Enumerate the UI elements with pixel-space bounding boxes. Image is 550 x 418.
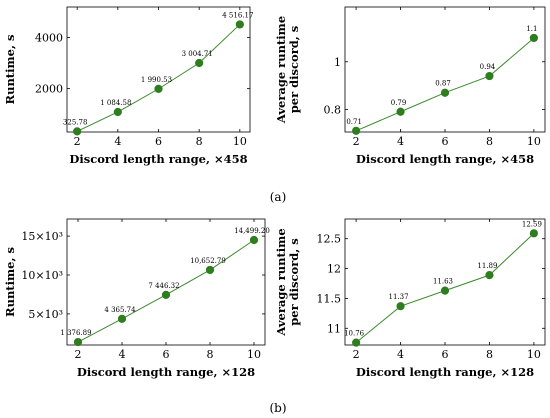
caption-a: (a): [270, 190, 287, 204]
chart3-xlabel: Discord length range, ×128: [77, 365, 255, 379]
chart1-point: [195, 58, 204, 68]
chart1-point: [235, 20, 244, 29]
chart4-ytick-label: 11.5: [317, 292, 342, 305]
chart2-xtick-label: 2: [353, 135, 360, 148]
chart2-data-label: 0.71: [346, 118, 362, 126]
chart3-xtick-label: 6: [163, 348, 170, 361]
chart2-ytick-label: 1: [334, 56, 341, 69]
chart1-xlabel: Discord length range, ×458: [69, 152, 247, 166]
chart4-data-label: 10.76: [344, 330, 365, 338]
chart3-point: [161, 290, 171, 299]
caption-b: (b): [269, 401, 286, 415]
chart4-xtick-label: 4: [397, 348, 404, 361]
chart2-point: [485, 71, 494, 81]
chart2-data-label: 1.1: [526, 25, 537, 33]
chart2-point: [352, 126, 361, 135]
chart3-xtick-label: 10: [247, 348, 261, 361]
chart2-xtick-label: 8: [486, 135, 493, 148]
chart4-xlabel: Discord length range, ×128: [356, 365, 534, 379]
chart3-xtick-label: 2: [75, 348, 82, 361]
chart3-xtick-label: 8: [207, 348, 214, 361]
chart3-point: [205, 265, 215, 275]
chart3-ylabel: Runtime, s: [3, 247, 17, 317]
chart3-point: [249, 235, 259, 245]
chart4-data-label: 11.89: [477, 262, 497, 270]
chart4-ylabel: per discord, s: [287, 238, 301, 326]
chart4-point: [485, 271, 494, 280]
chart1-xtick-label: 2: [74, 135, 81, 148]
chart1-xtick-label: 8: [196, 135, 203, 148]
chart1-point: [73, 127, 82, 136]
chart4-ytick-label: 12: [327, 263, 341, 276]
chart2-data-label: 0.94: [480, 63, 496, 71]
chart1-data-label: 4 516.17: [222, 11, 253, 19]
chart2-ylabel: per discord, s: [287, 26, 301, 114]
chart1-xtick-label: 4: [114, 135, 121, 148]
chart3-group: 2 4 6 8 10 5×10³ 10×10³ 15×10³ Discord length ra…: [3, 218, 270, 379]
chart2-group: 2 4 6 8 10 0.8 1 Discord length range, ×458 Aver…: [274, 6, 546, 166]
chart1-ytick-label: 2000: [35, 83, 63, 96]
chart3-data-label: 1 376.89: [60, 329, 91, 337]
chart2-data-label: 0.87: [435, 80, 451, 88]
chart3-data-label: 14,499.20: [234, 227, 270, 235]
chart4-point: [440, 286, 450, 295]
chart4-ytick-label: 11: [327, 322, 341, 335]
chart2-point: [529, 33, 538, 43]
chart4-xtick-label: 6: [442, 348, 449, 361]
chart4-xtick-label: 8: [486, 348, 493, 361]
chart3-point: [117, 314, 127, 323]
chart1-point: [113, 107, 122, 117]
chart1-frame: [66, 6, 251, 133]
chart2-xtick-label: 6: [442, 135, 449, 148]
chart1-data-label: 3 004.71: [182, 50, 213, 58]
chart1-group: 2 4 6 8 10 2000 4000 Discord length range, ×458…: [3, 6, 253, 166]
chart2-point: [440, 88, 450, 97]
chart2-xtick-label: 10: [527, 135, 541, 148]
chart3-point: [73, 337, 83, 347]
chart1-data-label: 1 990.53: [141, 76, 172, 84]
chart2-ylabel: Average runtime: [274, 16, 288, 124]
chart2-xlabel: Discord length range, ×458: [356, 152, 534, 166]
chart1-data-label: 1 084.58: [100, 99, 131, 107]
chart3-data-label: 10,652.79: [190, 257, 226, 265]
chart3-ytick-label: 15×10³: [21, 230, 63, 243]
chart4-xtick-label: 2: [353, 348, 360, 361]
chart1-ylabel: Runtime, s: [3, 35, 17, 105]
chart4-point: [529, 229, 538, 238]
chart1-point: [154, 84, 163, 93]
chart4-data-label: 11.37: [389, 293, 409, 301]
chart3-ytick-label: 10×10³: [21, 269, 63, 282]
chart3-ytick-label: 5×10³: [28, 308, 63, 321]
chart1-xtick-label: 6: [155, 135, 162, 148]
chart4-point: [396, 302, 405, 311]
chart3-data-label: 4 365.74: [104, 306, 136, 314]
chart1-data-label: 325.78: [63, 118, 88, 126]
chart1-xtick-label: 10: [233, 135, 247, 148]
chart1-ytick-label: 4000: [35, 32, 63, 45]
chart2-xtick-label: 4: [397, 135, 404, 148]
chart3-data-label: 7 446.32: [148, 282, 179, 290]
chart3-xtick-label: 4: [119, 348, 126, 361]
chart2-frame: [344, 6, 546, 133]
chart4-ytick-label: 12.5: [317, 233, 342, 246]
chart4-xtick-label: 10: [527, 348, 541, 361]
chart2-point: [396, 107, 405, 116]
chart4-point: [352, 338, 361, 347]
chart4-data-label: 11.63: [433, 278, 453, 286]
chart2-ytick-label: 0.8: [324, 103, 342, 116]
chart4-group: 2 4 6 8 10 11 11.5 12 12.5 Discord length range, …: [274, 218, 546, 379]
chart2-data-label: 0.79: [391, 99, 407, 107]
chart4-data-label: 12.59: [522, 220, 542, 228]
chart4-ylabel: Average runtime: [274, 228, 288, 336]
